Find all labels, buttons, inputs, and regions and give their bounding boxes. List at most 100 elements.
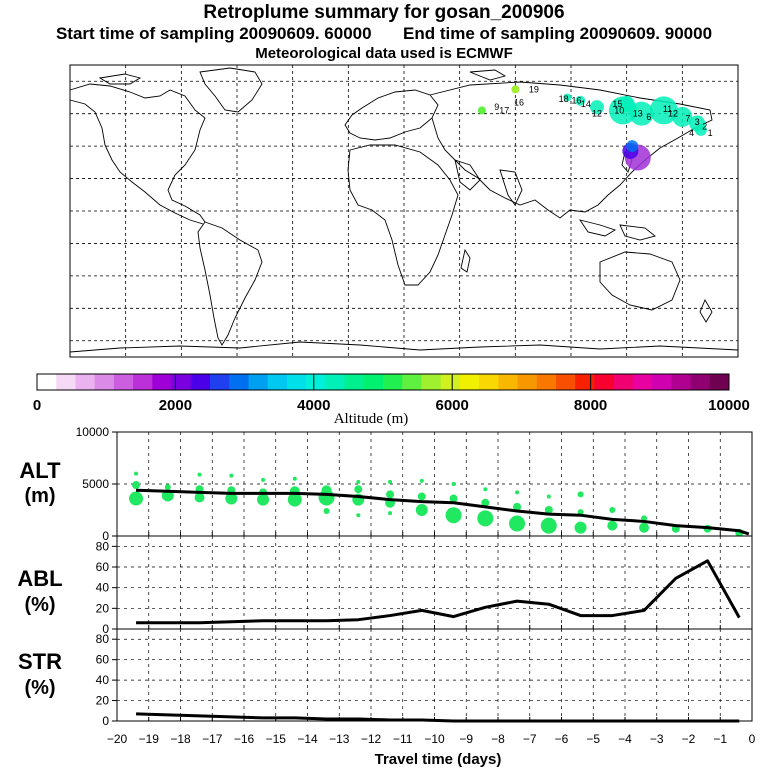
plume-blob xyxy=(477,106,486,115)
colorbar-tick-label: 8000 xyxy=(574,397,607,414)
abl-ytick-label: 80 xyxy=(96,539,110,553)
altitude-point xyxy=(386,490,395,499)
x-tick-label: −11 xyxy=(393,732,413,746)
altitude-point xyxy=(449,494,458,503)
plume-blob xyxy=(694,123,707,136)
altitude-point xyxy=(577,491,584,498)
altitude-point xyxy=(354,485,363,494)
plume-blob xyxy=(649,96,678,125)
x-tick-label: −1 xyxy=(713,732,727,746)
str-series-line xyxy=(136,712,740,723)
colorbar-swatch xyxy=(459,374,480,390)
altitude-point xyxy=(419,478,424,483)
altitude-point xyxy=(513,502,522,511)
colorbar-swatch xyxy=(671,374,692,390)
colorbar-swatch xyxy=(325,374,346,390)
altitude-point xyxy=(229,473,234,478)
altitude-point xyxy=(417,492,426,501)
altitude-point xyxy=(197,472,202,477)
colorbar-swatch xyxy=(152,374,173,390)
altitude-point xyxy=(639,522,650,533)
plume-day-label: 13 xyxy=(633,109,643,119)
altitude-point xyxy=(257,493,270,506)
x-tick-label: −2 xyxy=(682,732,696,746)
plume-blob xyxy=(575,95,586,106)
altitude-point xyxy=(388,479,393,484)
colorbar-swatch xyxy=(556,374,576,390)
altitude-point xyxy=(609,507,616,513)
colorbar-swatch xyxy=(383,374,403,390)
altitude-point xyxy=(483,487,488,492)
x-tick-label: −20 xyxy=(107,732,128,746)
abl-label: ABL xyxy=(17,566,62,591)
altitude-point xyxy=(515,490,520,495)
altitude-point xyxy=(540,517,557,534)
colorbar-swatch xyxy=(632,374,653,390)
alt-ytick-label: 5000 xyxy=(82,477,109,491)
altitude-point xyxy=(132,481,141,490)
x-tick-label: −7 xyxy=(523,732,537,746)
colorbar-swatch xyxy=(286,374,307,390)
colorbar-label: Altitude (m) xyxy=(334,411,409,427)
altitude-point xyxy=(323,508,330,515)
plume-day-label: 19 xyxy=(529,84,539,94)
plume-blob xyxy=(672,106,693,127)
colorbar-tick-label: 2000 xyxy=(159,397,192,414)
alt-ytick-label: 0 xyxy=(102,529,109,543)
colorbar-swatch xyxy=(440,374,461,390)
x-tick-label: −10 xyxy=(424,732,445,746)
altitude-point xyxy=(129,491,144,506)
colorbar-swatch xyxy=(709,374,730,390)
abl-ytick-label: 20 xyxy=(96,601,110,615)
colorbar-swatch xyxy=(171,374,192,390)
str-ytick-label: 80 xyxy=(96,632,110,646)
colorbar-swatch xyxy=(94,374,115,390)
x-tick-label: −4 xyxy=(618,732,632,746)
altitude-point xyxy=(321,485,332,496)
plume-day-label: 9 xyxy=(494,102,499,112)
x-tick-label: −16 xyxy=(234,732,255,746)
plume-day-label: 16 xyxy=(572,96,582,106)
altitude-point xyxy=(509,515,526,532)
plume-day-label: 3 xyxy=(695,117,700,127)
plume-day-label: 18 xyxy=(559,94,569,104)
colorbar-swatch xyxy=(479,374,499,390)
str-ytick-label: 20 xyxy=(96,694,110,708)
colorbar-swatch xyxy=(113,374,134,390)
colorbar-swatch xyxy=(536,374,557,390)
alt-unit: (m) xyxy=(24,485,55,507)
altitude-point xyxy=(261,477,266,482)
x-tick-label: 0 xyxy=(749,732,756,746)
altitude-point xyxy=(134,471,139,476)
x-tick-label: −17 xyxy=(202,732,223,746)
altitude-point xyxy=(225,492,238,505)
colorbar-tick-label: 4000 xyxy=(297,397,330,414)
colorbar-swatch xyxy=(402,374,422,390)
plume-day-label: 7 xyxy=(685,114,690,124)
x-tick-label: −13 xyxy=(329,732,350,746)
colorbar-swatch xyxy=(690,374,711,390)
x-tick-label: −6 xyxy=(555,732,569,746)
plume-day-label: 14 xyxy=(581,99,591,109)
str-panel: 80 60 40 20 0 xyxy=(96,628,753,728)
plume-day-label: 16 xyxy=(514,97,524,107)
coastlines xyxy=(69,67,739,353)
colorbar-swatch xyxy=(575,374,595,390)
altitude-point xyxy=(544,506,553,514)
colorbar-swatch xyxy=(594,374,615,390)
plume-day-label: 1 xyxy=(708,128,713,138)
x-tick-label: −9 xyxy=(459,732,473,746)
x-tick-label: −18 xyxy=(170,732,191,746)
plume-blob xyxy=(511,85,520,94)
altitude-point xyxy=(607,520,618,531)
abl-ytick-label: 60 xyxy=(96,560,110,574)
x-tick-label: −3 xyxy=(650,732,664,746)
colorbar-swatch xyxy=(75,374,96,390)
met-data-note: Meteorological data used is ECMWF xyxy=(255,45,513,62)
colorbar-swatch xyxy=(421,374,442,390)
altitude-point xyxy=(194,492,205,503)
